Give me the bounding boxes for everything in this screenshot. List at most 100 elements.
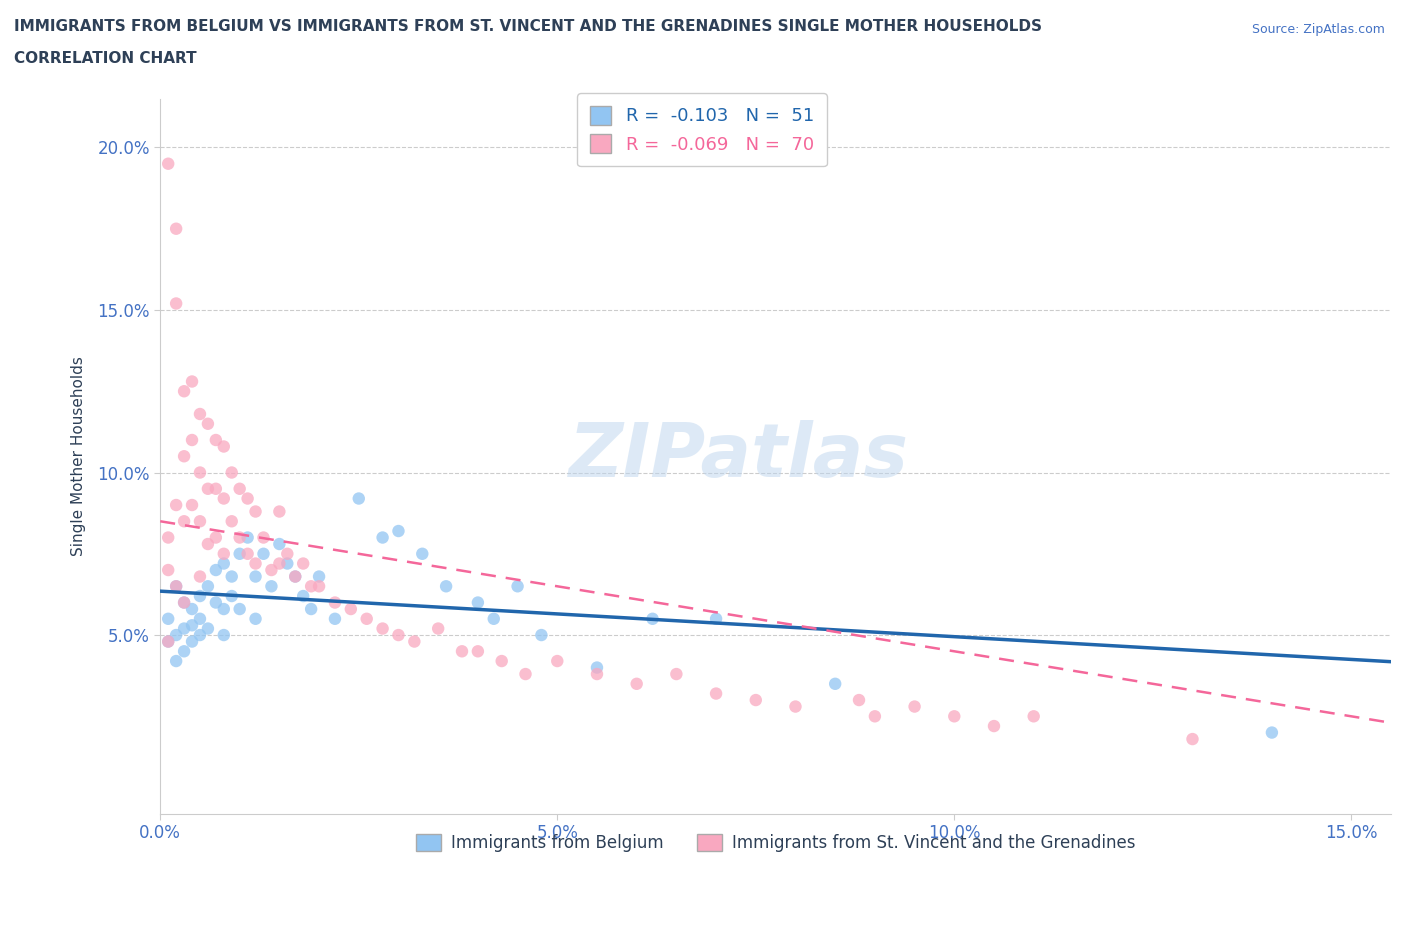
Point xyxy=(157,563,180,578)
Text: ZIPatlas: ZIPatlas xyxy=(568,419,908,493)
Point xyxy=(269,537,291,551)
Point xyxy=(157,611,180,626)
Point xyxy=(236,546,259,561)
Point xyxy=(903,699,925,714)
Point xyxy=(228,482,250,497)
Point xyxy=(586,667,609,682)
Point xyxy=(181,602,204,617)
Point xyxy=(212,628,235,643)
Point xyxy=(205,563,228,578)
Text: CORRELATION CHART: CORRELATION CHART xyxy=(14,51,197,66)
Point xyxy=(863,709,886,724)
Point xyxy=(785,699,807,714)
Text: IMMIGRANTS FROM BELGIUM VS IMMIGRANTS FROM ST. VINCENT AND THE GRENADINES SINGLE: IMMIGRANTS FROM BELGIUM VS IMMIGRANTS FR… xyxy=(14,19,1042,33)
Point xyxy=(228,546,250,561)
Point xyxy=(245,611,267,626)
Point xyxy=(824,676,846,691)
Point xyxy=(188,569,211,584)
Point xyxy=(252,530,274,545)
Point xyxy=(157,530,180,545)
Point xyxy=(221,589,243,604)
Point xyxy=(451,644,474,658)
Point xyxy=(181,634,204,649)
Point xyxy=(411,546,433,561)
Point xyxy=(983,719,1005,734)
Point xyxy=(221,514,243,529)
Point xyxy=(197,482,219,497)
Point xyxy=(340,602,363,617)
Point xyxy=(427,621,450,636)
Point xyxy=(356,611,378,626)
Point xyxy=(347,491,370,506)
Point xyxy=(181,374,204,389)
Point xyxy=(704,686,727,701)
Point xyxy=(245,569,267,584)
Point xyxy=(284,569,307,584)
Point xyxy=(1181,732,1204,747)
Point xyxy=(173,595,195,610)
Point xyxy=(276,546,298,561)
Point xyxy=(546,654,568,669)
Point xyxy=(387,628,409,643)
Point xyxy=(165,578,187,593)
Point xyxy=(276,556,298,571)
Point xyxy=(197,417,219,432)
Point xyxy=(299,602,322,617)
Point xyxy=(665,667,688,682)
Point xyxy=(236,491,259,506)
Point xyxy=(205,530,228,545)
Point xyxy=(173,384,195,399)
Point xyxy=(188,589,211,604)
Point xyxy=(212,491,235,506)
Point xyxy=(269,556,291,571)
Point xyxy=(221,569,243,584)
Point xyxy=(165,628,187,643)
Point xyxy=(292,556,315,571)
Point xyxy=(157,634,180,649)
Point xyxy=(197,578,219,593)
Point xyxy=(221,465,243,480)
Point xyxy=(745,693,768,708)
Legend: Immigrants from Belgium, Immigrants from St. Vincent and the Grenadines: Immigrants from Belgium, Immigrants from… xyxy=(409,828,1142,859)
Point xyxy=(197,621,219,636)
Point xyxy=(1261,725,1284,740)
Point xyxy=(181,498,204,512)
Point xyxy=(228,530,250,545)
Point xyxy=(205,432,228,447)
Point xyxy=(173,595,195,610)
Point xyxy=(197,537,219,551)
Point xyxy=(212,546,235,561)
Point xyxy=(188,465,211,480)
Text: Source: ZipAtlas.com: Source: ZipAtlas.com xyxy=(1251,23,1385,36)
Point xyxy=(188,406,211,421)
Point xyxy=(252,546,274,561)
Y-axis label: Single Mother Households: Single Mother Households xyxy=(72,356,86,556)
Point xyxy=(284,569,307,584)
Point xyxy=(515,667,537,682)
Point xyxy=(165,578,187,593)
Point xyxy=(530,628,553,643)
Point xyxy=(245,504,267,519)
Point xyxy=(245,556,267,571)
Point xyxy=(260,563,283,578)
Point xyxy=(205,595,228,610)
Point xyxy=(371,530,394,545)
Point xyxy=(173,449,195,464)
Point xyxy=(212,556,235,571)
Point xyxy=(308,578,330,593)
Point xyxy=(188,628,211,643)
Point xyxy=(404,634,426,649)
Point xyxy=(467,644,489,658)
Point xyxy=(165,296,187,311)
Point xyxy=(506,578,529,593)
Point xyxy=(371,621,394,636)
Point xyxy=(165,221,187,236)
Point xyxy=(434,578,457,593)
Point xyxy=(165,498,187,512)
Point xyxy=(482,611,505,626)
Point xyxy=(943,709,966,724)
Point xyxy=(491,654,513,669)
Point xyxy=(157,634,180,649)
Point xyxy=(157,156,180,171)
Point xyxy=(260,578,283,593)
